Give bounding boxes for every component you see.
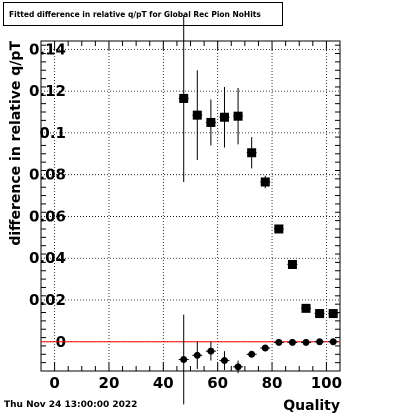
chart-title: Fitted difference in relative q/pT for G…	[9, 10, 261, 19]
data-point-circle	[234, 363, 242, 371]
data-point-circle	[193, 351, 201, 359]
y-tick-label: 0.14	[29, 40, 66, 58]
x-tick-label: 20	[99, 374, 120, 392]
data-point-circle	[220, 357, 228, 365]
y-axis-title: difference in relative q/pT	[8, 41, 24, 246]
y-tick-label: 0.08	[29, 166, 66, 184]
data-point-circle	[180, 356, 188, 364]
y-tick-label: 0.06	[29, 207, 66, 225]
data-point-square	[219, 112, 229, 122]
data-point-square	[274, 224, 284, 234]
data-point-circle	[329, 338, 337, 346]
y-tick-label: 0.12	[29, 82, 66, 100]
data-point-circle	[207, 347, 215, 355]
data-point-circle	[248, 350, 256, 358]
x-axis-title: Quality	[283, 398, 340, 414]
chart-title-box: Fitted difference in relative q/pT for G…	[3, 2, 283, 26]
y-tick-label: 0.1	[39, 124, 66, 142]
y-tick-label: 0.02	[29, 291, 66, 309]
data-point-square	[247, 148, 257, 158]
data-point-circle	[302, 338, 310, 346]
data-point-circle	[288, 338, 296, 346]
data-point-square	[315, 309, 325, 319]
data-point-square	[206, 117, 216, 127]
data-point-square	[328, 309, 338, 319]
y-tick-label: 0.04	[29, 249, 66, 267]
x-tick-label: 80	[262, 374, 283, 392]
data-point-circle	[261, 344, 269, 352]
footer-date: Thu Nov 24 13:00:00 2022	[4, 400, 138, 410]
data-point-square	[301, 303, 311, 313]
x-tick-label: 0	[49, 374, 59, 392]
data-point-square	[179, 93, 189, 103]
data-point-square	[233, 111, 243, 121]
data-point-circle	[275, 338, 283, 346]
x-tick-label: 40	[153, 374, 174, 392]
plot-frame	[40, 40, 341, 372]
data-point-square	[192, 110, 202, 120]
x-tick-label: 100	[311, 374, 342, 392]
data-point-square	[260, 177, 270, 187]
x-tick-label: 60	[207, 374, 228, 392]
data-point-square	[287, 259, 297, 269]
data-point-circle	[316, 338, 324, 346]
